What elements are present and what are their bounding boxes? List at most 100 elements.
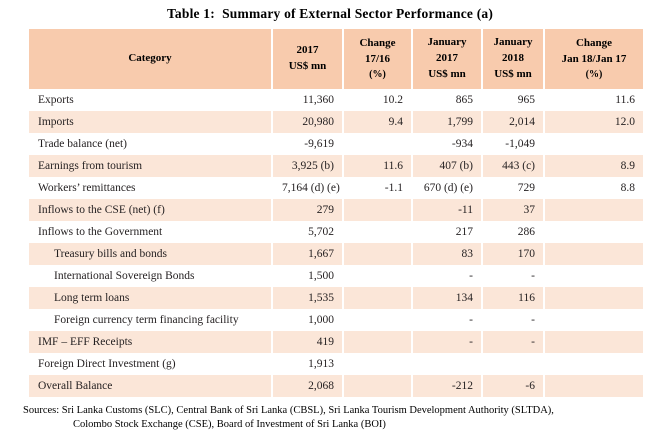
value-cell: 8.9 [543, 155, 643, 177]
value-cell: 1,500 [271, 265, 343, 287]
value-cell: 134 [411, 287, 482, 309]
value-cell: 20,980 [271, 111, 343, 133]
value-cell: 11.6 [342, 155, 412, 177]
value-cell [342, 375, 412, 397]
value-cell: 2,014 [481, 111, 544, 133]
value-cell: 217 [411, 221, 482, 243]
value-cell: 279 [271, 199, 343, 221]
category-cell: Workers’ remittances [38, 182, 136, 194]
value-cell: 116 [481, 287, 544, 309]
value-cell: 2,068 [271, 375, 343, 397]
value-cell: -6 [481, 375, 544, 397]
value-cell [543, 287, 643, 309]
value-cell [543, 243, 643, 265]
value-cell: -212 [411, 375, 482, 397]
value-cell [543, 133, 643, 155]
value-cell: 1,667 [271, 243, 343, 265]
value-cell: 11,360 [271, 89, 343, 111]
value-cell [543, 199, 643, 221]
value-cell [481, 353, 544, 375]
table-row: Foreign Direct Investment (g) 1,913 [29, 353, 643, 375]
value-cell [543, 221, 643, 243]
value-cell: - [411, 265, 482, 287]
sources-line-1: Sources: Sri Lanka Customs (SLC), Centra… [23, 405, 554, 416]
value-cell: 865 [411, 89, 482, 111]
value-cell: 11.6 [543, 89, 643, 111]
table-row: Exports 11,360 10.2 865 965 11.6 [29, 89, 643, 111]
table-header: Category 2017 US$ mn Change 17/16 (%) January 2… [29, 29, 643, 89]
value-cell: 37 [481, 199, 544, 221]
external-sector-summary-table: Category 2017 US$ mn Change 17/16 (%) January 2… [29, 29, 643, 397]
value-cell [342, 133, 412, 155]
category-cell: International Sovereign Bonds [54, 270, 195, 282]
value-cell: - [411, 331, 482, 353]
category-cell: Long term loans [29, 287, 272, 309]
value-cell [543, 265, 643, 287]
value-cell [342, 331, 412, 353]
value-cell: 1,535 [271, 287, 343, 309]
category-cell: Inflows to the Government [38, 226, 163, 238]
table-row: Long term loans 1,535 134 116 [29, 287, 643, 309]
value-cell: 7,164 (d) (e) [271, 177, 343, 199]
table-row: International Sovereign Bonds 1,500 - - [29, 265, 643, 287]
value-cell: 729 [481, 177, 544, 199]
sources-line-2: Colombo Stock Exchange (CSE), Board of I… [73, 419, 386, 430]
value-cell: 419 [271, 331, 343, 353]
value-cell: 12.0 [543, 111, 643, 133]
value-cell [543, 309, 643, 331]
value-cell: -11 [411, 199, 482, 221]
value-cell [543, 375, 643, 397]
category-cell: Imports [29, 111, 272, 133]
table-row: Trade balance (net) -9,619 -934 -1,049 [29, 133, 643, 155]
value-cell: -1.1 [342, 177, 412, 199]
value-cell: 670 (d) (e) [411, 177, 482, 199]
table-row: Earnings from tourism 3,925 (b) 11.6 407 (b… [29, 155, 643, 177]
table-row: Foreign currency term financing facility… [29, 309, 643, 331]
header-row: Category 2017 US$ mn Change 17/16 (%) January 2… [29, 29, 643, 89]
value-cell [411, 353, 482, 375]
value-cell: 10.2 [342, 89, 412, 111]
table-body: Exports 11,360 10.2 865 965 11.6 Imports 20,980… [29, 89, 643, 397]
value-cell: 3,925 (b) [271, 155, 343, 177]
value-cell [342, 353, 412, 375]
table-row: IMF – EFF Receipts 419 - - [29, 331, 643, 353]
column-header-category: Category [29, 29, 272, 89]
value-cell: 9.4 [342, 111, 412, 133]
category-cell: Inflows to the CSE (net) (f) [29, 199, 272, 221]
value-cell: 286 [481, 221, 544, 243]
value-cell: 965 [481, 89, 544, 111]
table-row: Overall Balance 2,068 -212 -6 [29, 375, 643, 397]
value-cell [342, 287, 412, 309]
value-cell [342, 199, 412, 221]
column-header-change-jan18-jan17: Change Jan 18/Jan 17 (%) [543, 29, 643, 89]
value-cell: 170 [481, 243, 544, 265]
column-header-jan-2018: January 2018 US$ mn [481, 29, 544, 89]
value-cell [342, 221, 412, 243]
value-cell: - [481, 309, 544, 331]
value-cell: 1,000 [271, 309, 343, 331]
category-cell: Foreign currency term financing facility [54, 314, 239, 326]
category-cell: Overall Balance [29, 375, 272, 397]
table-row: Inflows to the Government 5,702 217 286 [29, 221, 643, 243]
category-cell: IMF – EFF Receipts [29, 331, 272, 353]
column-header-jan-2017: January 2017 US$ mn [411, 29, 482, 89]
category-cell: Exports [38, 94, 74, 106]
value-cell [342, 309, 412, 331]
value-cell: 1,799 [411, 111, 482, 133]
column-header-y2017: 2017 US$ mn [271, 29, 343, 89]
table-row: Workers’ remittances 7,164 (d) (e) -1.1 670… [29, 177, 643, 199]
column-header-change-17-16: Change 17/16 (%) [342, 29, 412, 89]
value-cell: -1,049 [481, 133, 544, 155]
value-cell [543, 331, 643, 353]
value-cell: 407 (b) [411, 155, 482, 177]
category-cell: Trade balance (net) [38, 138, 127, 150]
category-cell: Foreign Direct Investment (g) [38, 358, 176, 370]
category-cell: Treasury bills and bonds [29, 243, 272, 265]
value-cell: -934 [411, 133, 482, 155]
table-title: Table 1: Summary of External Sector Perf… [166, 6, 494, 21]
value-cell: 1,913 [271, 353, 343, 375]
table-row: Imports 20,980 9.4 1,799 2,014 12.0 [29, 111, 643, 133]
value-cell: - [481, 265, 544, 287]
table-row: Inflows to the CSE (net) (f) 279 -11 37 [29, 199, 643, 221]
